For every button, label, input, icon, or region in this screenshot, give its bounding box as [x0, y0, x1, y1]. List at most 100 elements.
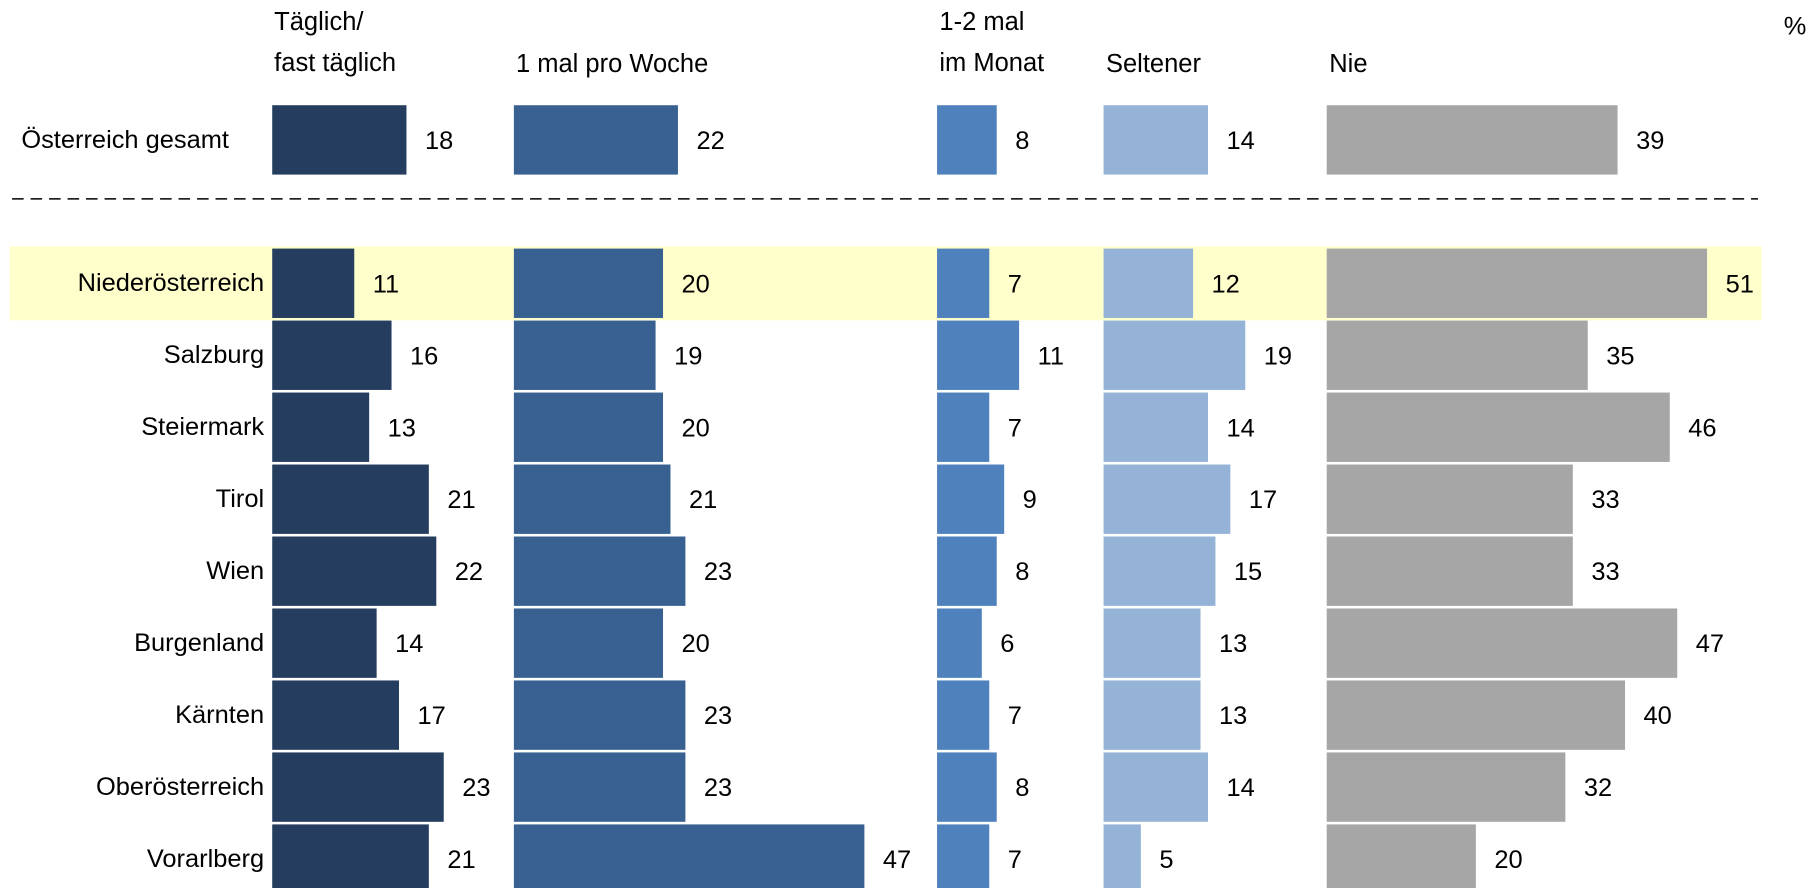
bar	[513, 680, 686, 750]
category-label: Vorarlberg	[147, 845, 264, 873]
bar	[513, 824, 865, 888]
value-label: 13	[1219, 630, 1247, 658]
value-label: 7	[1008, 414, 1022, 442]
bar	[513, 536, 686, 606]
bar	[1326, 824, 1476, 888]
value-label: 12	[1212, 270, 1240, 298]
bar	[272, 392, 370, 462]
bar	[1326, 464, 1573, 534]
bar	[1326, 536, 1573, 606]
value-label: 11	[373, 270, 399, 298]
value-label: 11	[1038, 342, 1064, 370]
category-label: Steiermark	[141, 413, 264, 441]
bar	[937, 680, 990, 750]
value-label: 19	[1264, 342, 1292, 370]
bar	[1326, 320, 1588, 390]
value-label: 46	[1688, 414, 1716, 442]
value-label: 16	[410, 342, 438, 370]
category-label: Österreich gesamt	[21, 126, 229, 154]
value-label: 6	[1000, 630, 1014, 658]
value-label: 19	[674, 342, 702, 370]
bar	[1103, 752, 1208, 822]
bar	[272, 536, 437, 606]
legend-label: Nie	[1329, 49, 1368, 78]
category-label: Tirol	[216, 485, 264, 513]
bar	[937, 105, 997, 175]
bar	[513, 105, 678, 175]
value-label: 15	[1234, 558, 1262, 586]
value-label: 17	[418, 702, 446, 730]
bar	[513, 320, 656, 390]
category-label: Salzburg	[164, 341, 264, 369]
value-label: 47	[1696, 630, 1724, 658]
value-label: 14	[1226, 127, 1254, 155]
value-label: 21	[447, 486, 475, 514]
value-label: 8	[1015, 558, 1029, 586]
value-label: 13	[1219, 702, 1247, 730]
bar	[1103, 464, 1231, 534]
bar	[513, 752, 686, 822]
category-label: Kärnten	[175, 701, 264, 729]
value-label: 14	[1226, 774, 1254, 802]
bar	[1103, 320, 1246, 390]
category-label: Burgenland	[134, 629, 264, 657]
bar	[1326, 752, 1566, 822]
legend-label: Seltener	[1105, 49, 1201, 78]
value-label: 7	[1008, 270, 1022, 298]
bar	[937, 392, 990, 462]
value-label: 33	[1591, 486, 1619, 514]
value-label: 33	[1591, 558, 1619, 586]
value-label: 32	[1584, 774, 1612, 802]
bar	[937, 752, 997, 822]
value-label: 23	[704, 558, 732, 586]
bar	[1326, 680, 1626, 750]
value-label: 7	[1008, 846, 1022, 874]
value-label: 39	[1636, 127, 1664, 155]
bar	[513, 392, 664, 462]
bar	[937, 464, 1005, 534]
bar	[1326, 608, 1678, 678]
value-label: 9	[1023, 486, 1037, 514]
bar	[513, 608, 664, 678]
value-label: 20	[682, 630, 710, 658]
value-label: 35	[1606, 342, 1634, 370]
unit-label: %	[1784, 12, 1807, 40]
bar	[1103, 536, 1216, 606]
bar	[1103, 392, 1208, 462]
bar	[272, 824, 429, 888]
category-label: Niederösterreich	[78, 269, 265, 297]
bar	[1103, 824, 1141, 888]
value-label: 23	[704, 702, 732, 730]
value-label: 47	[883, 846, 911, 874]
value-label: 5	[1159, 846, 1173, 874]
bar	[272, 608, 377, 678]
bar	[272, 105, 407, 175]
value-label: 20	[682, 270, 710, 298]
bar	[1103, 248, 1194, 318]
bar	[937, 824, 990, 888]
value-label: 21	[689, 486, 717, 514]
legend-label: 1 mal pro Woche	[515, 49, 709, 78]
value-label: 18	[425, 127, 453, 155]
value-label: 21	[447, 846, 475, 874]
bar	[937, 320, 1020, 390]
value-label: 40	[1644, 702, 1672, 730]
bar	[272, 320, 392, 390]
value-label: 13	[388, 414, 416, 442]
value-label: 7	[1008, 702, 1022, 730]
value-label: 17	[1249, 486, 1277, 514]
bar	[1326, 248, 1708, 318]
category-label: Wien	[206, 557, 264, 585]
bar	[1103, 680, 1201, 750]
value-label: 51	[1726, 270, 1754, 298]
bar	[513, 248, 664, 318]
value-label: 22	[696, 127, 724, 155]
bar	[1326, 105, 1618, 175]
value-label: 23	[704, 774, 732, 802]
value-label: 23	[462, 774, 490, 802]
bar	[272, 248, 355, 318]
value-label: 14	[1226, 414, 1254, 442]
value-label: 20	[682, 414, 710, 442]
